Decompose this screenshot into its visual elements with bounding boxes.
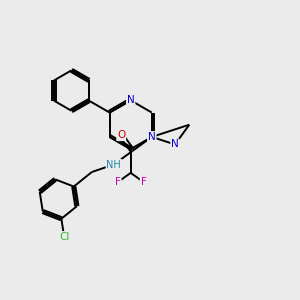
Text: Cl: Cl bbox=[59, 232, 69, 242]
Text: O: O bbox=[117, 130, 125, 140]
Text: F: F bbox=[141, 177, 146, 187]
Text: N: N bbox=[171, 140, 179, 149]
Text: N: N bbox=[148, 132, 156, 142]
Text: N: N bbox=[127, 95, 135, 105]
Text: F: F bbox=[115, 177, 121, 187]
Text: NH: NH bbox=[106, 160, 121, 170]
